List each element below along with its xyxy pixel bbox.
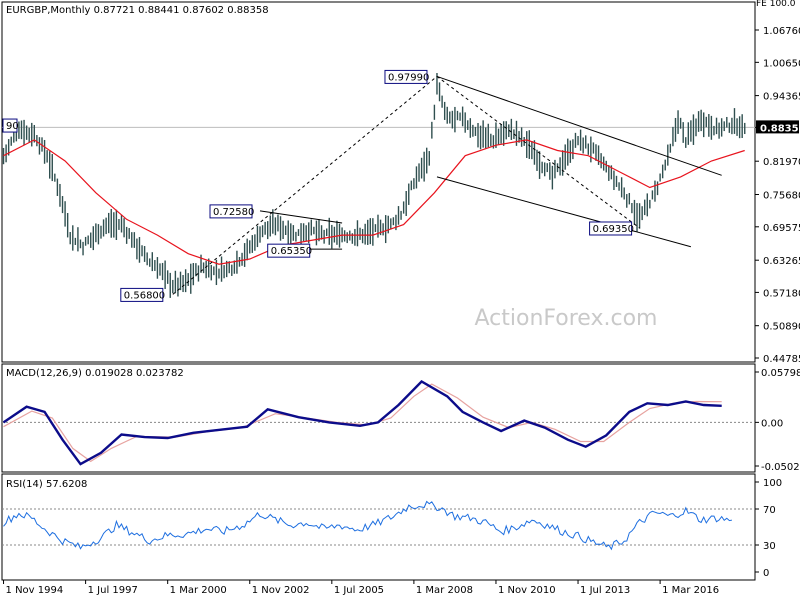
dashed-trendline-up bbox=[172, 76, 438, 295]
main-pane: 0.97990 0.72580 0.65350 0.69350 0.56800 90 bbox=[2, 69, 746, 302]
annotation-0-9799: 0.97990 bbox=[388, 72, 429, 83]
price-tick-label: 0.69575 bbox=[763, 223, 800, 234]
main-title: EURGBP,Monthly 0.87721 0.88441 0.87602 0… bbox=[6, 5, 269, 16]
date-tick-label: 1 Jul 2005 bbox=[334, 585, 384, 596]
annotation-90: 90 bbox=[6, 121, 19, 132]
price-tick-label: 0.63265 bbox=[763, 256, 800, 267]
annotation-0-6935: 0.69350 bbox=[593, 224, 634, 235]
macd-title: MACD(12,26,9) 0.019028 0.023782 bbox=[6, 368, 184, 379]
annotation-0-9799-box bbox=[384, 69, 428, 84]
channel-lower-line bbox=[436, 176, 692, 248]
macd-line bbox=[2, 379, 722, 466]
channel-upper-line bbox=[436, 75, 722, 176]
date-tick-label: 1 Jul 2013 bbox=[580, 585, 630, 596]
current-price-box bbox=[756, 120, 799, 134]
macd-tick-label: 0.00 bbox=[761, 418, 783, 429]
annotation-0-6935-box bbox=[589, 221, 633, 236]
grid-layer bbox=[2, 126, 755, 546]
annotation-90-box bbox=[2, 118, 18, 133]
rsi-tick-label: 30 bbox=[763, 541, 776, 552]
pane-frames bbox=[1, 1, 756, 581]
date-tick-label: 1 Jul 1997 bbox=[88, 585, 138, 596]
rsi-title: RSI(14) 57.6208 bbox=[6, 479, 87, 490]
annotation-0-5680: 0.56800 bbox=[124, 290, 165, 301]
triangle-upper-line bbox=[259, 210, 343, 224]
dashed-trendline-down bbox=[436, 76, 640, 229]
main-frame bbox=[1, 1, 756, 363]
current-price-label: 0.88358 bbox=[760, 123, 800, 134]
moving-average-line bbox=[3, 139, 745, 265]
date-tick-label: 1 Mar 2000 bbox=[170, 585, 227, 596]
watermark-layer: ActionForex.com bbox=[475, 306, 658, 331]
macd-tick-label: 0.057984 bbox=[761, 368, 800, 379]
macd-signal-line bbox=[3, 383, 722, 463]
annotation-0-7258-box bbox=[209, 204, 253, 219]
annotation-0-7258: 0.72580 bbox=[213, 207, 254, 218]
rsi-tick-label: 70 bbox=[763, 505, 776, 516]
annotation-0-6535: 0.65350 bbox=[271, 246, 312, 257]
macd-frame bbox=[1, 363, 756, 473]
rsi-pane bbox=[3, 500, 732, 551]
macd-tick-label: -0.050241 bbox=[761, 462, 800, 473]
price-tick-label: 0.44785 bbox=[763, 354, 800, 365]
rsi-tick-label: 100 bbox=[763, 478, 782, 489]
date-tick-label: 1 Nov 2010 bbox=[498, 585, 556, 596]
label-layer: EURGBP,Monthly 0.87721 0.88441 0.87602 0… bbox=[6, 0, 796, 490]
price-tick-label: 1.06760 bbox=[763, 26, 800, 37]
date-tick-label: 1 Mar 2016 bbox=[662, 585, 719, 596]
macd-pane bbox=[2, 379, 722, 466]
date-tick-label: 1 Nov 2002 bbox=[252, 585, 310, 596]
rsi-line bbox=[3, 500, 732, 551]
price-tick-label: 0.94365 bbox=[763, 92, 800, 103]
candles bbox=[2, 73, 746, 298]
annotation-0-6535-box bbox=[267, 243, 311, 258]
date-tick-label: 1 Nov 1994 bbox=[6, 585, 64, 596]
date-tick-label: 1 Mar 2008 bbox=[416, 585, 473, 596]
rsi-tick-label: 0 bbox=[763, 568, 769, 579]
watermark: ActionForex.com bbox=[475, 306, 658, 331]
annotation-0-5680-box bbox=[120, 287, 164, 302]
corner-label: FE 100.0 bbox=[756, 0, 796, 9]
rsi-frame bbox=[1, 473, 756, 581]
